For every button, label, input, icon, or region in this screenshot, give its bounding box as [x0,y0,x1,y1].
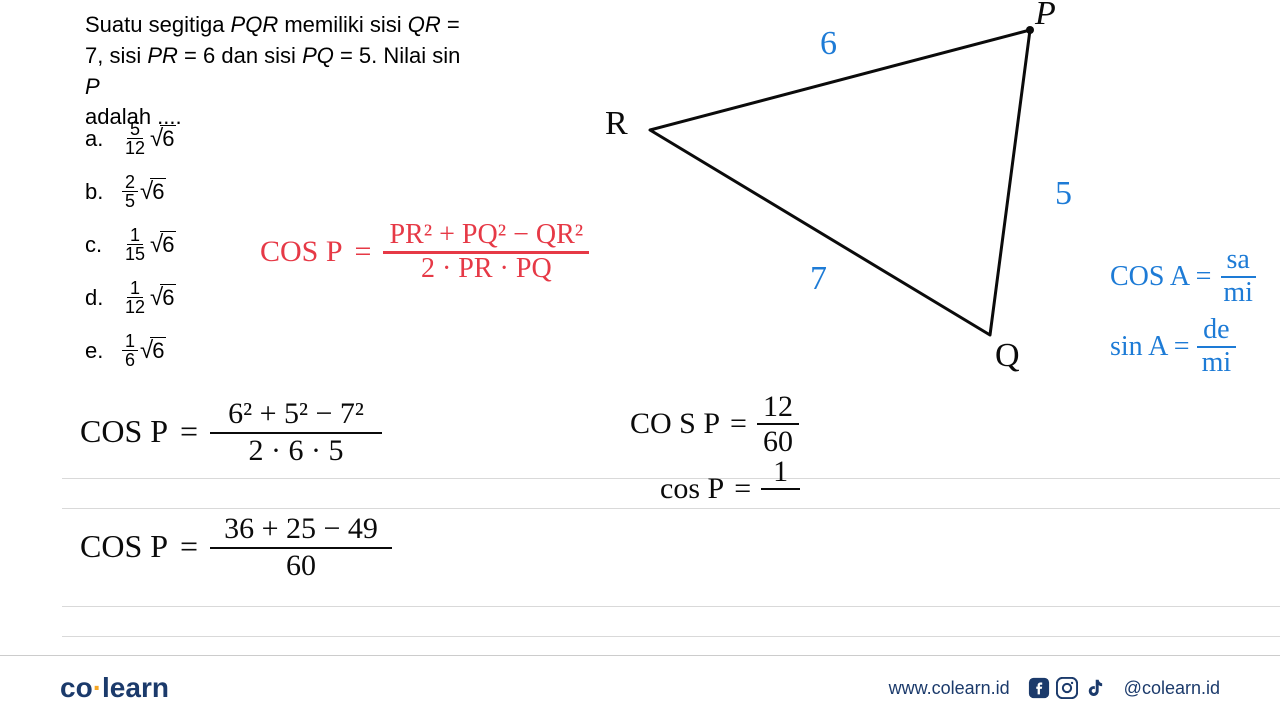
lhs: CO S P [630,407,720,441]
ruled-line [62,636,1280,637]
denominator: 2 · PR · PQ [415,254,558,285]
lhs: cos P [660,472,724,506]
work-step-4: cos P = 1 [660,455,800,523]
cos-definition: COS A = sa mi [1110,245,1259,309]
triangle-diagram [0,0,1280,400]
eq: = [355,235,372,269]
lhs: COS P [80,413,168,450]
work-step-2: COS P = 36 + 25 − 49 60 [80,510,392,582]
vertex-P: P [1035,0,1056,33]
cosine-rule-formula: COS P = PR² + PQ² − QR² 2 · PR · PQ [260,220,589,285]
ruled-line [62,606,1280,607]
side-PQ-label: 5 [1055,175,1072,213]
work-step-3: CO S P = 12 60 [630,390,799,458]
brand-logo: co·learn [60,672,169,704]
facebook-icon [1028,677,1050,699]
tiktok-icon [1084,677,1106,699]
footer: co·learn www.colearn.id @colearn.id [0,655,1280,720]
eq: = [180,528,198,565]
numerator: PR² + PQ² − QR² [383,220,589,254]
vertex-R: R [605,105,628,143]
work-step-1: COS P = 6² + 5² − 7² 2 · 6 · 5 [80,395,382,467]
lhs: sin A = [1110,331,1190,363]
footer-url: www.colearn.id [889,678,1010,699]
vertex-Q: Q [995,337,1020,375]
lhs: COS A = [1110,261,1211,293]
eq: = [180,413,198,450]
social-icons [1028,677,1106,699]
instagram-icon [1056,677,1078,699]
side-RP-label: 6 [820,25,837,63]
footer-handle: @colearn.id [1124,678,1220,699]
eq: = [734,472,751,506]
side-RQ-label: 7 [810,260,827,298]
sin-definition: sin A = de mi [1110,315,1237,379]
footer-right: www.colearn.id @colearn.id [889,677,1220,699]
lhs: COS P [80,528,168,565]
lhs: COS P [260,235,343,269]
eq: = [730,407,747,441]
